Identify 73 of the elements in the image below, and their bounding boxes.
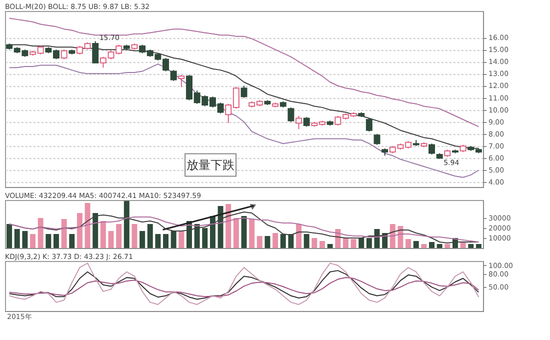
- candlestick: [240, 85, 248, 98]
- line-series: [8, 277, 480, 298]
- bar: [100, 221, 106, 248]
- candlestick: [60, 49, 68, 60]
- bar: [202, 228, 208, 248]
- bar: [6, 224, 12, 248]
- bar: [140, 231, 146, 248]
- bar: [304, 234, 310, 248]
- bar: [233, 218, 239, 248]
- bar: [30, 234, 36, 248]
- bar: [296, 224, 302, 248]
- line-series: [8, 18, 480, 128]
- bar: [436, 244, 442, 248]
- bar: [210, 216, 216, 248]
- bar: [476, 244, 482, 248]
- bar: [358, 238, 364, 248]
- candlestick: [303, 116, 310, 128]
- bar: [288, 234, 294, 248]
- candlestick: [374, 133, 380, 146]
- bar: [116, 224, 122, 248]
- candlestick: [288, 106, 294, 122]
- bar: [170, 231, 176, 248]
- bar: [413, 241, 419, 248]
- line-series: [8, 216, 480, 242]
- bar: [178, 231, 184, 248]
- bar: [124, 201, 130, 248]
- bar: [460, 242, 466, 248]
- bar: [147, 224, 153, 248]
- bar: [76, 213, 82, 248]
- bar: [319, 241, 325, 248]
- bar: [218, 206, 224, 248]
- bar: [468, 244, 474, 248]
- bar: [226, 204, 232, 248]
- bar: [350, 239, 356, 248]
- bar: [132, 224, 138, 248]
- bar: [249, 219, 255, 248]
- bar: [92, 213, 98, 248]
- candlestick: [296, 115, 302, 130]
- bar: [155, 234, 161, 248]
- bar: [429, 242, 434, 248]
- bar: [61, 219, 67, 248]
- bar: [272, 233, 278, 248]
- bar: [46, 234, 52, 248]
- bar: [22, 231, 28, 248]
- bar: [366, 238, 372, 248]
- bar: [406, 239, 412, 248]
- annotation: 放量下跌: [186, 158, 235, 172]
- bar: [38, 218, 44, 248]
- bar: [54, 234, 59, 248]
- candlestick: [178, 74, 185, 88]
- candlestick: [366, 118, 372, 132]
- bar: [390, 224, 396, 248]
- bar: [280, 234, 286, 248]
- line-series: [8, 64, 480, 178]
- bar: [194, 224, 200, 248]
- candlestick: [92, 40, 99, 64]
- bar: [327, 244, 333, 248]
- candlestick: [428, 143, 435, 155]
- bar: [108, 231, 114, 248]
- bar: [264, 236, 270, 248]
- bar: [84, 203, 90, 248]
- line-series: [8, 262, 480, 305]
- line-series: [8, 270, 480, 300]
- bar: [163, 234, 169, 248]
- bar: [256, 236, 262, 248]
- bar: [444, 244, 450, 248]
- bar: [69, 234, 75, 248]
- bar: [312, 238, 318, 248]
- candlestick: [170, 70, 177, 82]
- bar: [14, 229, 20, 248]
- bar: [398, 226, 404, 248]
- bar: [421, 244, 427, 248]
- bar: [342, 238, 348, 248]
